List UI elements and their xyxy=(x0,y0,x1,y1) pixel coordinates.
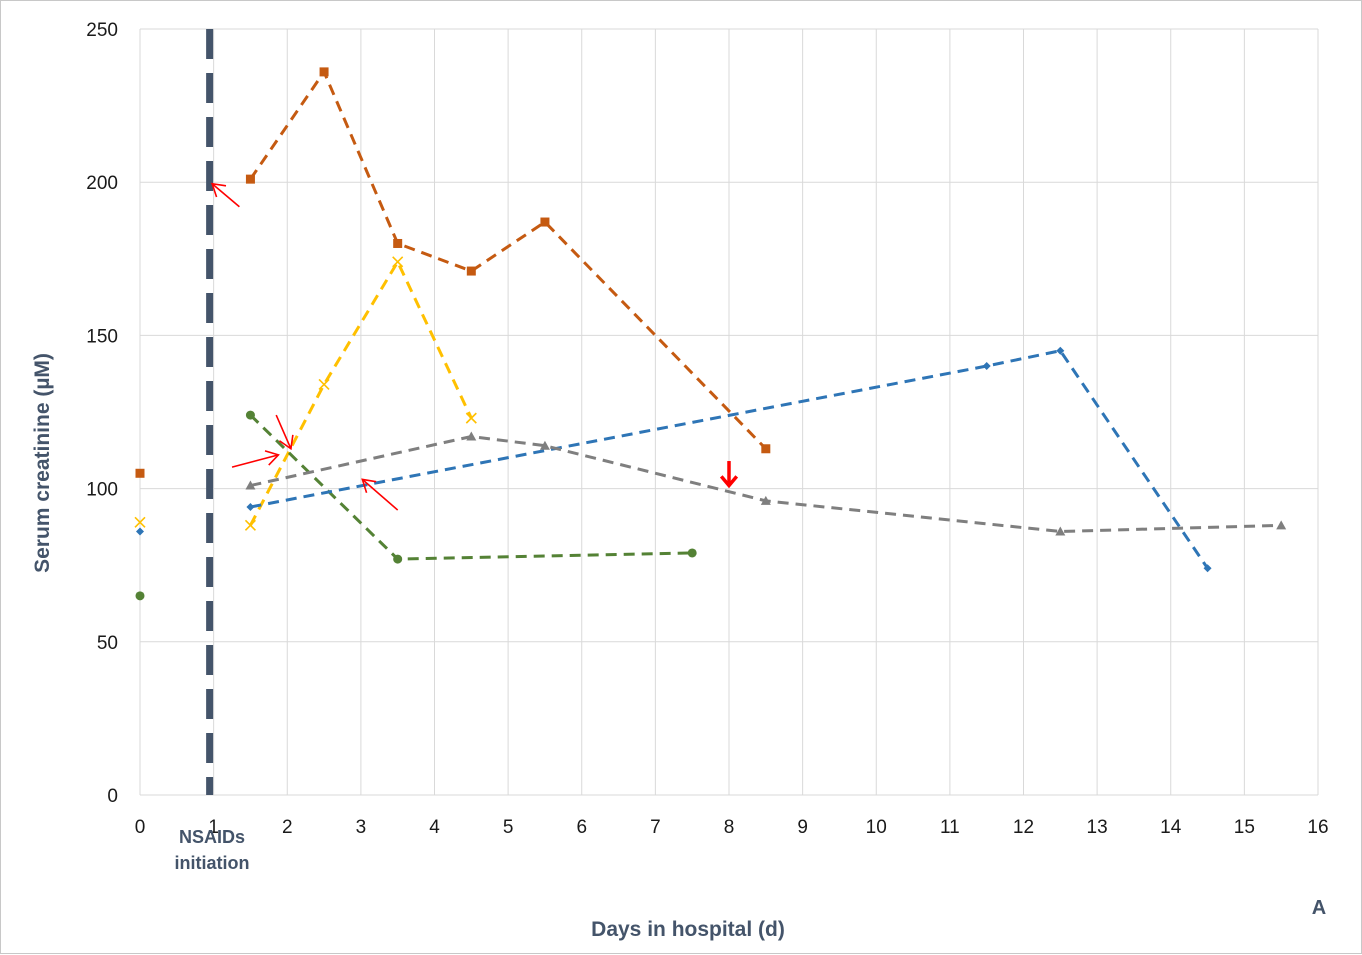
data-point-series-4 xyxy=(246,502,255,511)
y-tick-label: 50 xyxy=(97,633,118,654)
arrow-shaft xyxy=(275,414,292,450)
panel-label: A xyxy=(1312,897,1326,919)
x-tick-labels: 0 1 2 3 4 5 6 7 8 9 10 11 12 13 14 15 16 xyxy=(135,817,1329,838)
y-tick-label: 250 xyxy=(86,20,118,41)
data-point-series-2 xyxy=(392,256,404,268)
arrow-shaft xyxy=(211,183,240,208)
data-point-series-5 xyxy=(1055,526,1066,536)
baseline-point-series-4 xyxy=(136,527,144,536)
x-tick-label: 11 xyxy=(940,817,960,838)
data-point-series-2 xyxy=(465,412,477,424)
y-tick-label: 200 xyxy=(86,173,118,194)
x-tick-label: 9 xyxy=(797,817,808,838)
arrow-shaft xyxy=(231,454,279,468)
series-markers xyxy=(134,67,1287,601)
x-tick-label: 3 xyxy=(356,817,367,838)
data-point-series-5 xyxy=(245,480,256,490)
red-arrow-1 xyxy=(210,182,240,208)
series-lines xyxy=(249,68,1282,570)
data-point-series-1 xyxy=(761,444,771,454)
series-line-4 xyxy=(250,349,1209,570)
x-tick-label: 1 xyxy=(208,817,219,838)
data-point-series-1 xyxy=(540,217,550,227)
data-point-series-5 xyxy=(1276,520,1287,530)
y-tick-label: 150 xyxy=(86,326,118,347)
data-point-series-2 xyxy=(244,519,257,531)
x-axis-title: Days in hospital (d) xyxy=(591,918,785,941)
x-tick-label: 2 xyxy=(282,817,293,838)
series-line-1 xyxy=(249,68,767,450)
y-tick-labels: 0 50 100 150 200 250 xyxy=(86,20,118,807)
data-point-series-1 xyxy=(245,174,255,184)
event-label-line2: initiation xyxy=(175,853,250,873)
x-tick-label: 10 xyxy=(866,817,887,838)
data-point-series-4 xyxy=(1056,346,1065,355)
red-arrow-2 xyxy=(231,450,280,468)
arrow-head xyxy=(264,450,280,466)
data-point-series-1 xyxy=(319,67,329,77)
data-point-series-1 xyxy=(393,238,403,248)
arrow-shaft xyxy=(361,478,399,511)
y-tick-label: 100 xyxy=(86,480,118,501)
baseline-point-series-3 xyxy=(135,591,145,601)
x-tick-label: 0 xyxy=(135,817,146,838)
baseline-point-series-1 xyxy=(135,468,145,478)
red-arrow-4 xyxy=(361,478,399,511)
annotation-arrows xyxy=(210,182,739,511)
data-point-series-5 xyxy=(466,431,477,441)
data-point-series-4 xyxy=(982,362,991,371)
data-point-series-3 xyxy=(245,410,255,420)
series-line-2 xyxy=(249,258,473,527)
x-tick-label: 14 xyxy=(1160,817,1182,838)
data-point-series-3 xyxy=(393,554,403,564)
event-label-line1: NSAIDs xyxy=(179,827,245,847)
series-line-5 xyxy=(250,434,1282,533)
x-tick-label: 15 xyxy=(1234,817,1255,838)
arrow-head xyxy=(278,434,294,451)
x-tick-label: 4 xyxy=(429,817,440,838)
x-tick-label: 8 xyxy=(724,817,735,838)
data-point-series-4 xyxy=(1203,564,1212,573)
data-point-series-1 xyxy=(466,266,476,276)
baseline-point-series-2 xyxy=(134,516,146,528)
x-tick-label: 12 xyxy=(1013,817,1034,838)
gridlines xyxy=(139,28,1319,796)
y-tick-label: 0 xyxy=(107,786,118,807)
red-arrow-5 xyxy=(719,461,739,489)
red-arrow-3 xyxy=(275,414,294,451)
y-axis-title: Serum creatinine (µM) xyxy=(31,353,54,573)
arrow-head xyxy=(361,478,377,493)
x-tick-label: 5 xyxy=(503,817,514,838)
arrow-head xyxy=(719,475,739,489)
data-point-series-2 xyxy=(318,378,330,390)
data-point-series-5 xyxy=(760,495,771,505)
data-point-series-3 xyxy=(687,548,697,558)
x-tick-label: 13 xyxy=(1087,817,1108,838)
data-point-series-5 xyxy=(539,440,550,450)
x-tick-label: 7 xyxy=(650,817,661,838)
x-tick-label: 16 xyxy=(1307,817,1328,838)
arrow-head xyxy=(210,182,227,198)
x-tick-label: 6 xyxy=(576,817,587,838)
